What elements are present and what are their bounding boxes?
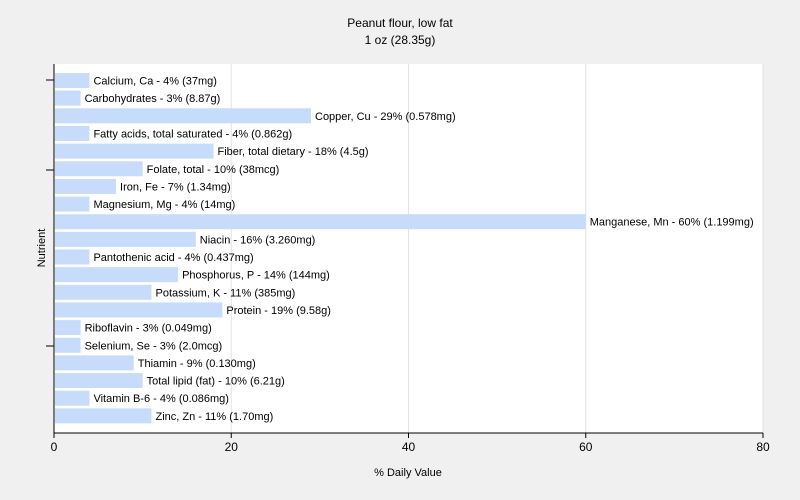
bar (55, 355, 134, 371)
bar (55, 125, 90, 141)
bar-label: Zinc, Zn - 11% (1.70mg) (155, 411, 273, 423)
bar (55, 284, 152, 300)
bar-label: Iron, Fe - 7% (1.34mg) (120, 181, 231, 193)
bar-label: Protein - 19% (9.58g) (226, 305, 331, 317)
bar (55, 178, 117, 194)
x-axis-label: % Daily Value (374, 467, 442, 479)
bar-label: Pantothenic acid - 4% (0.437mg) (93, 252, 253, 264)
bar (55, 108, 312, 124)
bar (55, 214, 586, 230)
bar-label: Fiber, total dietary - 18% (4.5g) (218, 146, 369, 158)
bar (55, 249, 90, 265)
bar-label: Fatty acids, total saturated - 4% (0.862… (93, 128, 292, 140)
x-tick-label: 80 (756, 440, 770, 454)
bar-label: Copper, Cu - 29% (0.578mg) (315, 111, 456, 123)
x-tick-label: 40 (402, 440, 416, 454)
bar (55, 196, 90, 212)
bar (55, 373, 143, 389)
x-tick-label: 60 (579, 440, 593, 454)
bar-label: Niacin - 16% (3.260mg) (200, 234, 316, 246)
bar (55, 90, 81, 106)
bar (55, 143, 214, 159)
bar (55, 73, 90, 88)
bar (55, 161, 143, 177)
bar-label: Riboflavin - 3% (0.049mg) (85, 323, 212, 335)
bar (55, 337, 81, 353)
bar-label: Folate, total - 10% (38mcg) (147, 164, 280, 176)
bar-label: Selenium, Se - 3% (2.0mcg) (85, 340, 223, 352)
bar-label: Thiamin - 9% (0.130mg) (138, 358, 256, 370)
bar (55, 302, 223, 318)
bar-label: Magnesium, Mg - 4% (14mg) (93, 199, 235, 211)
bar-label: Total lipid (fat) - 10% (6.21g) (147, 376, 285, 388)
chart-title: Peanut flour, low fat (347, 16, 453, 30)
bar-layer: Calcium, Ca - 4% (37mg) Carbohydrates - 3… (55, 73, 754, 424)
bar (55, 408, 152, 424)
axis-layer: 0 20 40 60 80 (46, 64, 770, 454)
bar (55, 320, 81, 336)
bar (55, 390, 90, 406)
bar-label: Carbohydrates - 3% (8.87g) (85, 93, 221, 105)
x-tick-label: 20 (225, 440, 239, 454)
x-tick-label: 0 (51, 440, 58, 454)
bar-label: Calcium, Ca - 4% (37mg) (93, 76, 216, 88)
bar (55, 231, 196, 247)
bar-label: Vitamin B-6 - 4% (0.086mg) (93, 393, 229, 405)
y-axis-label: Nutrient (36, 229, 48, 268)
grid-layer (54, 64, 764, 433)
bar-label: Phosphorus, P - 14% (144mg) (182, 270, 330, 282)
chart-subtitle: 1 oz (28.35g) (365, 33, 436, 47)
bar-label: Potassium, K - 11% (385mg) (155, 287, 295, 299)
bar (55, 267, 179, 283)
bar-label: Manganese, Mn - 60% (1.199mg) (590, 217, 754, 229)
